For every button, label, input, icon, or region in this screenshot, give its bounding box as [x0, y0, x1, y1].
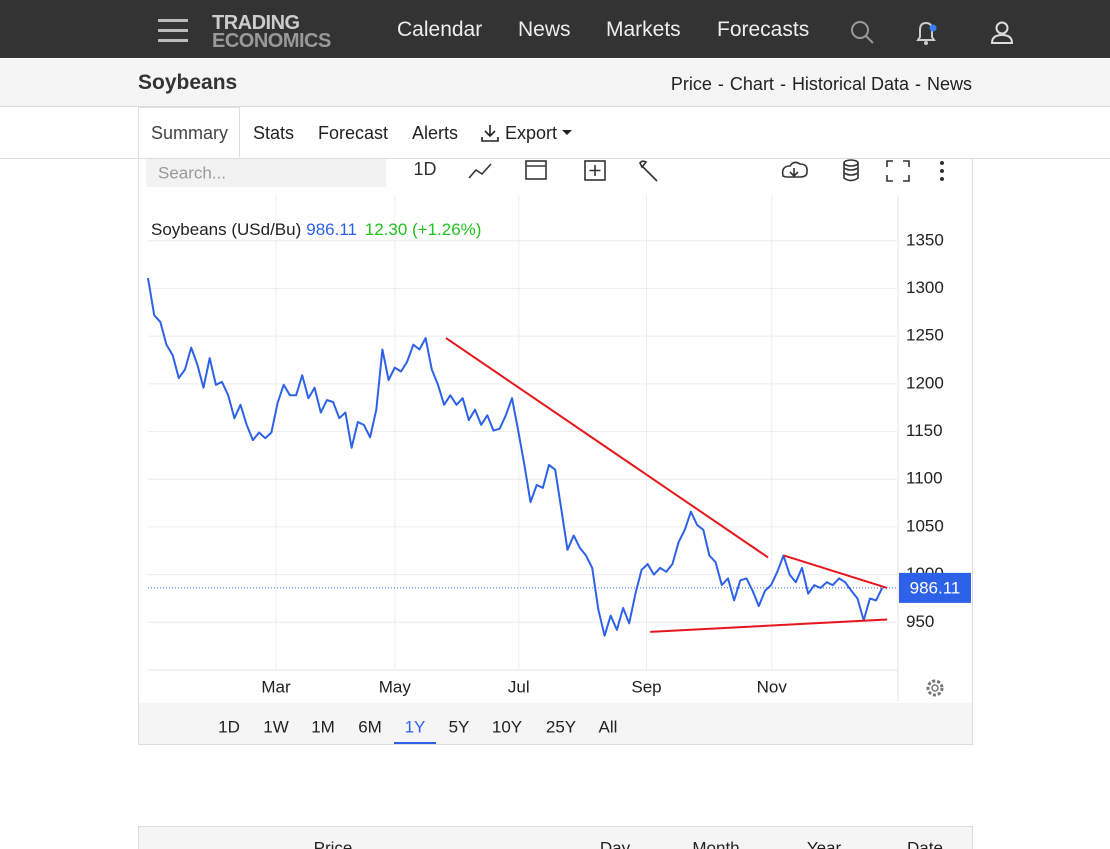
nav-link[interactable]: Markets — [606, 18, 681, 41]
x-tick-label: Nov — [757, 677, 788, 696]
chart-frame — [138, 158, 973, 745]
table-header: Price — [314, 838, 353, 849]
page-title: Soybeans — [138, 71, 238, 94]
search-icon[interactable] — [850, 20, 876, 46]
separator: - — [779, 74, 786, 94]
caret-icon — [562, 130, 572, 135]
header-link[interactable]: Historical Data — [791, 74, 909, 94]
range-button[interactable]: 1D — [218, 717, 240, 736]
active-tab-box — [138, 107, 240, 158]
trendline — [650, 618, 888, 633]
y-tick-label: 1350 — [906, 230, 944, 249]
search-box[interactable] — [146, 159, 386, 187]
bell-icon[interactable] — [914, 20, 940, 48]
table-header: Date — [907, 838, 943, 849]
y-tick-label: 1050 — [906, 516, 944, 535]
user-icon[interactable] — [990, 21, 1016, 45]
x-tick-label: May — [379, 677, 412, 696]
header-link[interactable]: Chart — [729, 74, 774, 94]
tab-bar: Summary Stats Forecast Alerts Export — [0, 107, 1110, 159]
separator: - — [914, 74, 921, 94]
menu-icon[interactable] — [158, 18, 190, 44]
y-tick-label: 1200 — [906, 373, 944, 392]
tab[interactable]: Summary — [151, 123, 229, 143]
range-button[interactable]: 1M — [311, 717, 335, 736]
interval-button[interactable]: 1D — [413, 159, 436, 179]
last-price-label: 986.11 — [910, 578, 961, 597]
legend-last: 986.11 — [306, 220, 356, 239]
active-range-underline — [394, 742, 436, 744]
nav-link[interactable]: Forecasts — [717, 18, 810, 41]
range-button[interactable]: 5Y — [449, 717, 470, 736]
table-header: Year — [807, 838, 842, 849]
page-header: Soybeans Price - Chart - Historical Data - New… — [0, 59, 1110, 107]
x-tick-label: Mar — [261, 677, 291, 696]
settings-icon[interactable] — [926, 679, 944, 697]
search-placeholder: Search... — [158, 163, 226, 182]
tab[interactable]: Forecast — [318, 123, 389, 143]
header-link[interactable]: Price — [670, 74, 712, 94]
y-tick-label: 1100 — [906, 469, 943, 488]
y-tick-label: 1250 — [906, 326, 944, 345]
more-icon[interactable] — [940, 161, 944, 181]
trendline — [445, 337, 769, 559]
toolbar-icons[interactable] — [468, 159, 910, 182]
nav-link[interactable]: News — [518, 18, 571, 41]
separator: - — [717, 74, 724, 94]
range-button[interactable]: 1W — [263, 717, 289, 736]
logo-bottom: ECONOMICS — [212, 30, 331, 52]
logo[interactable]: TRADING ECONOMICS — [212, 12, 331, 52]
trendline — [783, 554, 888, 589]
y-tick-label: 950 — [906, 612, 934, 631]
range-button[interactable]: 1Y — [405, 717, 426, 736]
logo-top: TRADING — [212, 12, 300, 34]
legend-name: Soybeans (USd/Bu) — [151, 220, 301, 239]
tab[interactable]: Stats — [253, 123, 295, 143]
last-price-box — [899, 572, 971, 603]
x-tick-label: Sep — [631, 677, 661, 696]
range-button[interactable]: 10Y — [492, 717, 522, 736]
table-header: Day — [600, 838, 631, 849]
legend: Soybeans (USd/Bu) 986.11 12.30 (+1.26%) — [151, 220, 481, 239]
price-line — [147, 277, 884, 637]
range-button[interactable]: 25Y — [546, 717, 576, 736]
range-button[interactable]: All — [599, 717, 618, 736]
table-header-bar — [138, 826, 973, 849]
table-header: Month — [692, 838, 739, 849]
top-nav: TRADING ECONOMICS Calendar News Markets … — [0, 0, 1110, 58]
range-button[interactable]: 6M — [358, 717, 382, 736]
header-link[interactable]: News — [926, 74, 972, 94]
nav-link[interactable]: Calendar — [397, 18, 483, 41]
y-tick-label: 1150 — [906, 421, 943, 440]
tab[interactable]: Export — [505, 123, 558, 143]
range-bar — [139, 703, 972, 744]
x-tick-label: Jul — [508, 677, 530, 696]
y-tick-label: 1300 — [906, 278, 944, 297]
download-icon — [481, 125, 499, 142]
header-links: Price - Chart - Historical Data - News — [671, 74, 972, 95]
tab[interactable]: Alerts — [412, 123, 459, 143]
legend-change: 12.30 (+1.26%) — [365, 220, 482, 239]
